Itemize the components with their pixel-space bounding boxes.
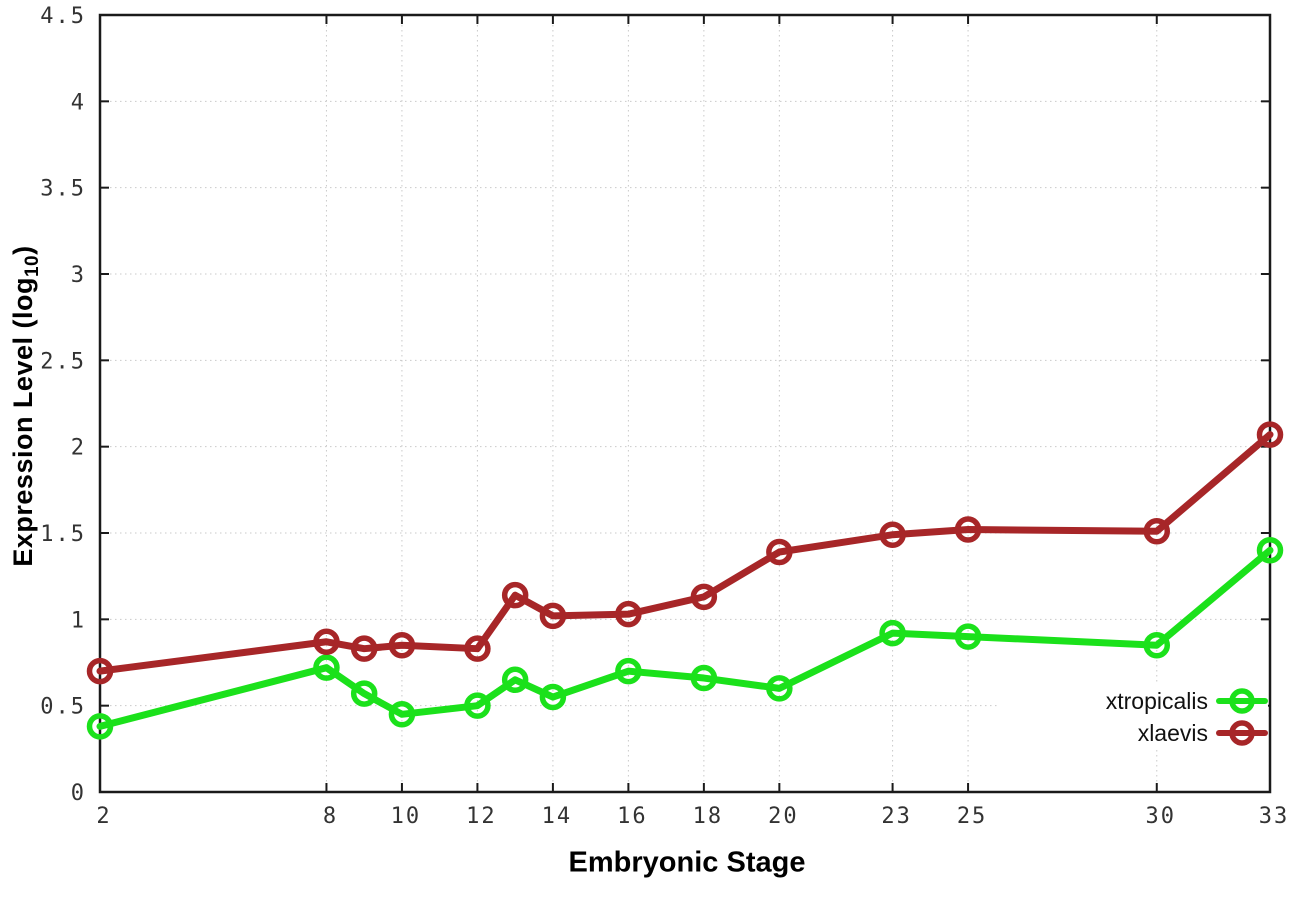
y-tick-label: 1.5 [40, 522, 86, 547]
y-axis-title-close: ) [7, 245, 38, 255]
x-axis-title: Embryonic Stage [568, 846, 806, 879]
legend-label: xlaevis [1137, 719, 1208, 746]
data-point-xlaevis [350, 635, 378, 662]
data-point-xlaevis [501, 581, 529, 609]
y-tick-label: 0.5 [40, 695, 86, 720]
y-tick-label: 0 [71, 781, 86, 806]
x-tick-label: 30 [1146, 804, 1177, 829]
data-point-xtropicalis [350, 680, 378, 707]
data-point-xlaevis [539, 602, 567, 630]
data-point-xlaevis [388, 631, 416, 659]
data-point-xlaevis [464, 635, 491, 662]
y-tick-label: 3 [71, 263, 86, 288]
data-point-xtropicalis [388, 701, 416, 728]
data-point-xlaevis [954, 516, 982, 543]
x-tick-label: 20 [768, 804, 799, 829]
y-axis-title: Expression Level (log10) [8, 245, 44, 566]
x-tick-label: 12 [466, 804, 497, 829]
data-point-xtropicalis [1256, 537, 1284, 564]
data-point-xtropicalis [313, 654, 340, 681]
data-point-xtropicalis [879, 619, 906, 647]
y-axis-title-subscript: 10 [22, 254, 44, 278]
series-line-xlaevis [96, 431, 1274, 675]
x-tick-label: 25 [957, 804, 988, 829]
y-tick-label: 4.5 [40, 4, 86, 29]
x-tick-label: 10 [391, 804, 422, 829]
data-point-xtropicalis [539, 683, 567, 711]
x-tick-label: 23 [881, 804, 912, 829]
data-point-xlaevis [86, 657, 114, 685]
data-point-xlaevis [615, 600, 642, 628]
data-point-xlaevis [690, 583, 718, 611]
y-tick-label: 2.5 [40, 349, 86, 374]
x-tick-label: 2 [96, 804, 111, 829]
data-point-xlaevis [1256, 421, 1284, 448]
data-point-xtropicalis [464, 692, 491, 719]
legend-marker-line-point-icon [1216, 688, 1268, 714]
data-point-xtropicalis [615, 657, 642, 685]
data-point-xlaevis [766, 538, 793, 566]
data-point-xtropicalis [954, 623, 982, 650]
y-axis-title-text: Expression Level (log [7, 277, 38, 567]
y-tick-label: 2 [71, 436, 86, 461]
legend-item-xlaevis: xlaevis [1138, 718, 1268, 748]
data-point-xtropicalis [690, 664, 718, 692]
x-tick-label: 33 [1259, 804, 1290, 829]
data-point-xlaevis [1143, 518, 1171, 545]
legend-item-xtropicalis: xtropicalis [1106, 686, 1268, 716]
plot-border [98, 13, 1272, 794]
x-tick-label: 18 [693, 804, 724, 829]
data-point-xtropicalis [1143, 631, 1171, 659]
data-point-xtropicalis [86, 713, 114, 740]
legend-label: xtropicalis [1105, 687, 1208, 714]
x-tick-label: 8 [323, 804, 338, 829]
legend: xtropicalis xlaevis [1000, 684, 1268, 750]
y-tick-label: 4 [71, 90, 86, 115]
data-point-xlaevis [879, 521, 906, 548]
y-tick-label: 1 [71, 608, 86, 633]
y-tick-label: 3.5 [40, 177, 86, 202]
data-point-xtropicalis [766, 675, 793, 702]
data-point-xtropicalis [501, 666, 529, 694]
x-tick-label: 14 [542, 804, 573, 829]
legend-marker-line-point-icon [1216, 720, 1268, 746]
data-point-xlaevis [313, 628, 340, 656]
x-tick-label: 16 [617, 804, 648, 829]
